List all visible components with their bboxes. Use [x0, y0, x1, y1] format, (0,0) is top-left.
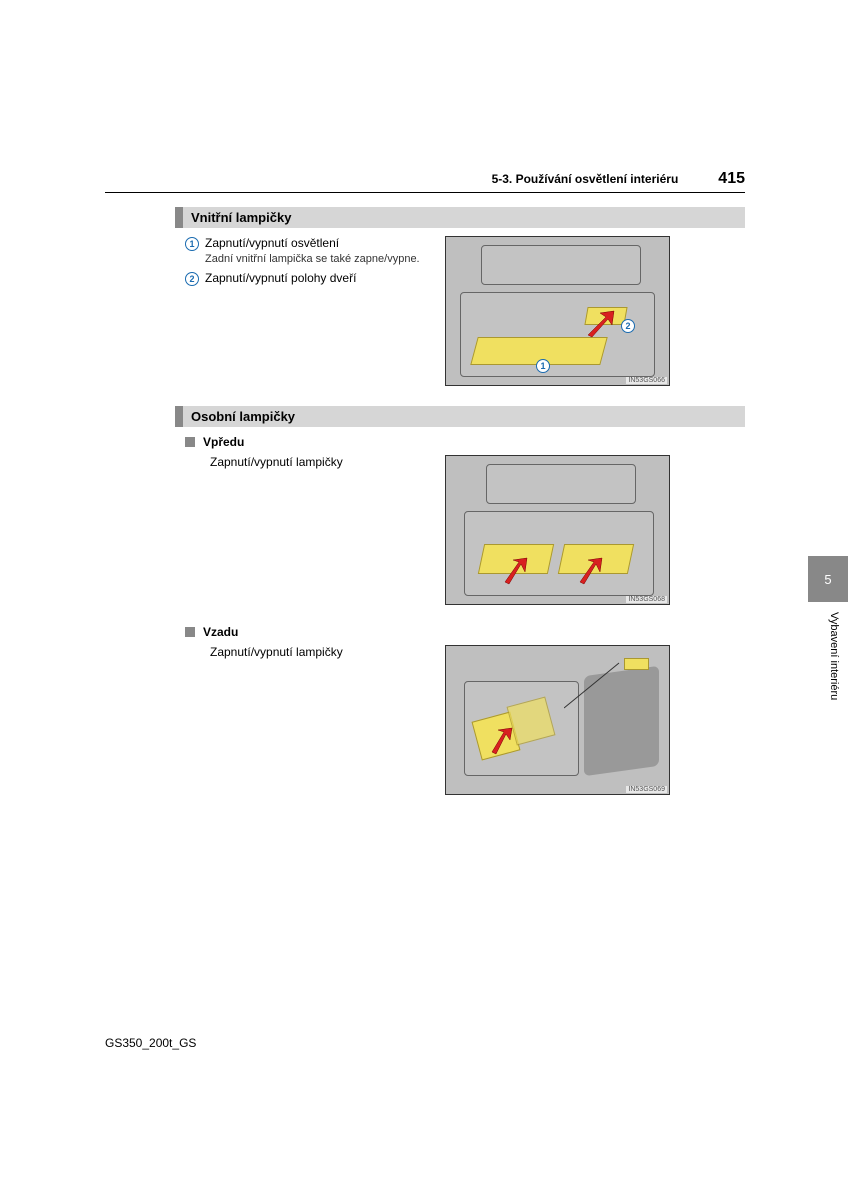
sub1-label: Vpředu: [203, 435, 244, 449]
callout-small: [481, 245, 641, 285]
sub2-text-col: Zapnutí/vypnutí lampičky: [185, 645, 435, 795]
item-1: 1 Zapnutí/vypnutí osvětlení: [185, 236, 435, 251]
red-arrow-icon: [501, 556, 531, 586]
item-2: 2 Zapnutí/vypnutí polohy dveří: [185, 271, 435, 286]
sub1-text: Zapnutí/vypnutí lampičky: [210, 455, 435, 469]
callout-line-icon: [564, 658, 624, 718]
figure-interior-lights: 1 2 IN53GS066: [445, 236, 670, 386]
figure-circle-1-icon: 1: [536, 359, 550, 373]
circle-2-icon: 2: [185, 272, 199, 286]
red-arrow-icon: [576, 556, 606, 586]
section2-front-content: Zapnutí/vypnutí lampičky IN53GS068: [185, 455, 745, 605]
heading-interior-lights: Vnitřní lampičky: [175, 207, 745, 228]
rear-ceiling-lamp: [624, 658, 649, 670]
figure-front-lights: IN53GS068: [445, 455, 670, 605]
chapter-side-label: Vybavení interiéru: [828, 612, 840, 700]
footer-model-code: GS350_200t_GS: [105, 1036, 196, 1050]
sub1-text-col: Zapnutí/vypnutí lampičky: [185, 455, 435, 605]
section1-content: 1 Zapnutí/vypnutí osvětlení Zadní vnitřn…: [185, 236, 745, 386]
chapter-tab: 5: [808, 556, 848, 602]
chapter-number: 5: [824, 572, 831, 587]
figure-circle-2-icon: 2: [621, 319, 635, 333]
page-header: 5-3. Používání osvětlení interiéru 415: [105, 170, 745, 193]
figure-code: IN53GS068: [626, 596, 667, 603]
circle-1-icon: 1: [185, 237, 199, 251]
square-bullet-icon: [185, 627, 195, 637]
section2-rear-content: Zapnutí/vypnutí lampičky IN53GS069: [185, 645, 745, 795]
section1-text: 1 Zapnutí/vypnutí osvětlení Zadní vnitřn…: [185, 236, 435, 386]
item1-label: Zapnutí/vypnutí osvětlení: [205, 236, 339, 250]
section-label: 5-3. Používání osvětlení interiéru: [492, 172, 679, 186]
figure-rear-lights: IN53GS069: [445, 645, 670, 795]
sub2-text: Zapnutí/vypnutí lampičky: [210, 645, 435, 659]
subheading-rear: Vzadu: [185, 625, 745, 639]
red-arrow-icon: [488, 726, 514, 756]
sub2-label: Vzadu: [203, 625, 238, 639]
item1-note: Zadní vnitřní lampička se také zapne/vyp…: [205, 253, 435, 265]
figure-code: IN53GS066: [626, 377, 667, 384]
square-bullet-icon: [185, 437, 195, 447]
subheading-front: Vpředu: [185, 435, 745, 449]
heading-personal-lights: Osobní lampičky: [175, 406, 745, 427]
item2-label: Zapnutí/vypnutí polohy dveří: [205, 271, 356, 285]
red-arrow-icon: [586, 309, 616, 339]
figure-code: IN53GS069: [626, 786, 667, 793]
page-number: 415: [718, 170, 745, 188]
callout-small-2: [486, 464, 636, 504]
